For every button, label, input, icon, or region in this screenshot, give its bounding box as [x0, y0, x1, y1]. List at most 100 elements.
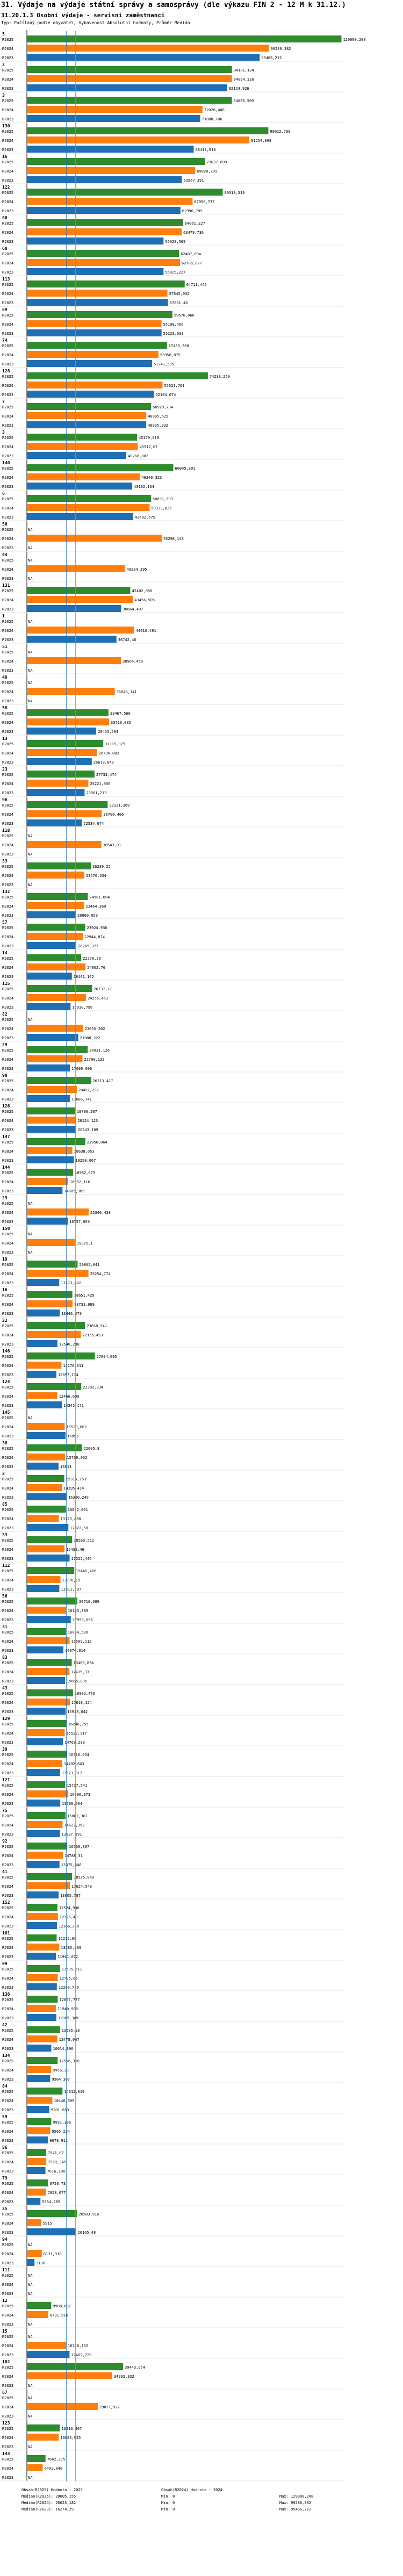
series-label: R2023	[2, 730, 13, 734]
bar	[27, 1668, 70, 1675]
data-label: 22790,132	[84, 1057, 104, 1062]
data-label: 57645,032	[169, 292, 190, 296]
na-label: NA	[28, 620, 33, 624]
bar	[27, 627, 134, 634]
legend-entry: Min: 0	[161, 2501, 175, 2505]
bar	[27, 2035, 57, 2042]
bar	[27, 219, 183, 226]
data-label: 38564,458	[123, 659, 143, 664]
series-label: R2025	[2, 2182, 13, 2186]
bar	[27, 1506, 66, 1513]
bar	[27, 1279, 60, 1286]
series-label: R2025	[2, 1783, 13, 1788]
na-label: NA	[28, 2384, 33, 2388]
data-label: 50333,825	[151, 506, 171, 510]
series-label: R2024	[2, 2466, 13, 2471]
bar	[27, 1463, 59, 1470]
series-label: R2024	[2, 1578, 13, 1582]
data-label: 43602,575	[135, 515, 155, 520]
bar	[27, 75, 232, 82]
data-label: 12596,316	[59, 2059, 80, 2063]
bar	[27, 911, 76, 918]
data-label: 17606,741	[71, 1097, 92, 1102]
data-label: 33121,369	[109, 803, 129, 808]
bar	[27, 2149, 47, 2156]
series-label: R2024	[2, 1027, 13, 1031]
legend-entry: Medián(R2024): 20023,182	[21, 2501, 76, 2505]
bar	[27, 728, 97, 735]
series-label: R2025	[2, 1998, 13, 2002]
data-label: 12540,238	[59, 1342, 80, 1347]
data-label: 14395,414	[63, 1486, 84, 1491]
group-label: 33	[2, 859, 8, 864]
series-label: R2025	[2, 2273, 13, 2278]
data-label: 69028,799	[197, 169, 217, 174]
bar	[27, 2136, 48, 2143]
group-label: 122	[2, 185, 10, 190]
data-label: 29077,927	[99, 2405, 120, 2409]
data-label: 16300,249	[68, 1495, 89, 1500]
bar	[27, 1760, 62, 1767]
group-label: 57	[2, 920, 8, 925]
data-label: 36742,46	[118, 638, 136, 642]
data-label: 18406,834	[74, 1661, 94, 1665]
bar	[27, 688, 115, 695]
series-label: R2023	[2, 1434, 13, 1438]
series-label: R2024	[2, 537, 13, 541]
series-label: R2025	[2, 2243, 13, 2247]
data-label: 42402,956	[132, 589, 152, 593]
series-label: R2024	[2, 2405, 13, 2409]
group-label: 132	[2, 889, 10, 894]
series-label: R2024	[2, 1088, 13, 1092]
bar	[27, 1821, 63, 1828]
na-label: NA	[28, 834, 33, 838]
series-label: R2024	[2, 47, 13, 51]
group-label: 134	[2, 2053, 10, 2058]
series-label: R2025	[2, 1140, 13, 1145]
na-label: NA	[28, 650, 33, 654]
data-label: 12725,49	[60, 1915, 78, 1919]
data-label: 13595,93	[62, 2028, 80, 2033]
series-label: R2025	[2, 1845, 13, 1849]
series-label: R2023	[2, 883, 13, 887]
bar	[27, 372, 208, 379]
bar	[27, 1830, 60, 1837]
bar	[27, 1300, 73, 1307]
series-label: R2024	[2, 1364, 13, 1368]
series-label: R2024	[2, 1701, 13, 1705]
bar	[27, 504, 150, 511]
series-label: R2025	[2, 681, 13, 685]
series-label: R2025	[2, 344, 13, 348]
data-label: 17509,112	[71, 1639, 91, 1644]
group-label: 43	[2, 1686, 8, 1690]
group-label: 144	[2, 1165, 10, 1170]
group-label: 112	[2, 1563, 10, 1568]
bar	[27, 1117, 76, 1124]
bar	[27, 329, 162, 336]
series-label: R2025	[2, 405, 13, 409]
data-label: 31315,075	[105, 742, 125, 746]
bar	[27, 1218, 68, 1225]
na-label: NA	[28, 2322, 33, 2327]
data-label: 13375,646	[61, 1863, 82, 1867]
series-label: R2023	[2, 1342, 13, 1347]
series-label: R2024	[2, 2038, 13, 2042]
series-label: R2025	[2, 2028, 13, 2033]
series-label: R2025	[2, 160, 13, 164]
bar	[27, 1493, 67, 1500]
group-label: 85	[2, 1502, 8, 1507]
bar	[27, 2434, 59, 2441]
group-label: 59	[2, 2114, 8, 2119]
series-label: R2025	[2, 1906, 13, 1910]
data-label: 40768,802	[128, 454, 148, 458]
data-label: 3130	[36, 2261, 45, 2265]
data-label: 26619,848	[93, 760, 114, 765]
data-label: 51341,595	[154, 362, 174, 366]
series-label: R2024	[2, 1854, 13, 1858]
group-label: 96	[2, 797, 8, 802]
group-label: 140	[2, 460, 10, 465]
data-label: 17525,446	[71, 1557, 92, 1561]
data-label: 22534,674	[83, 822, 104, 826]
series-label: R2023	[2, 2445, 13, 2449]
data-label: 23570,334	[86, 874, 106, 878]
